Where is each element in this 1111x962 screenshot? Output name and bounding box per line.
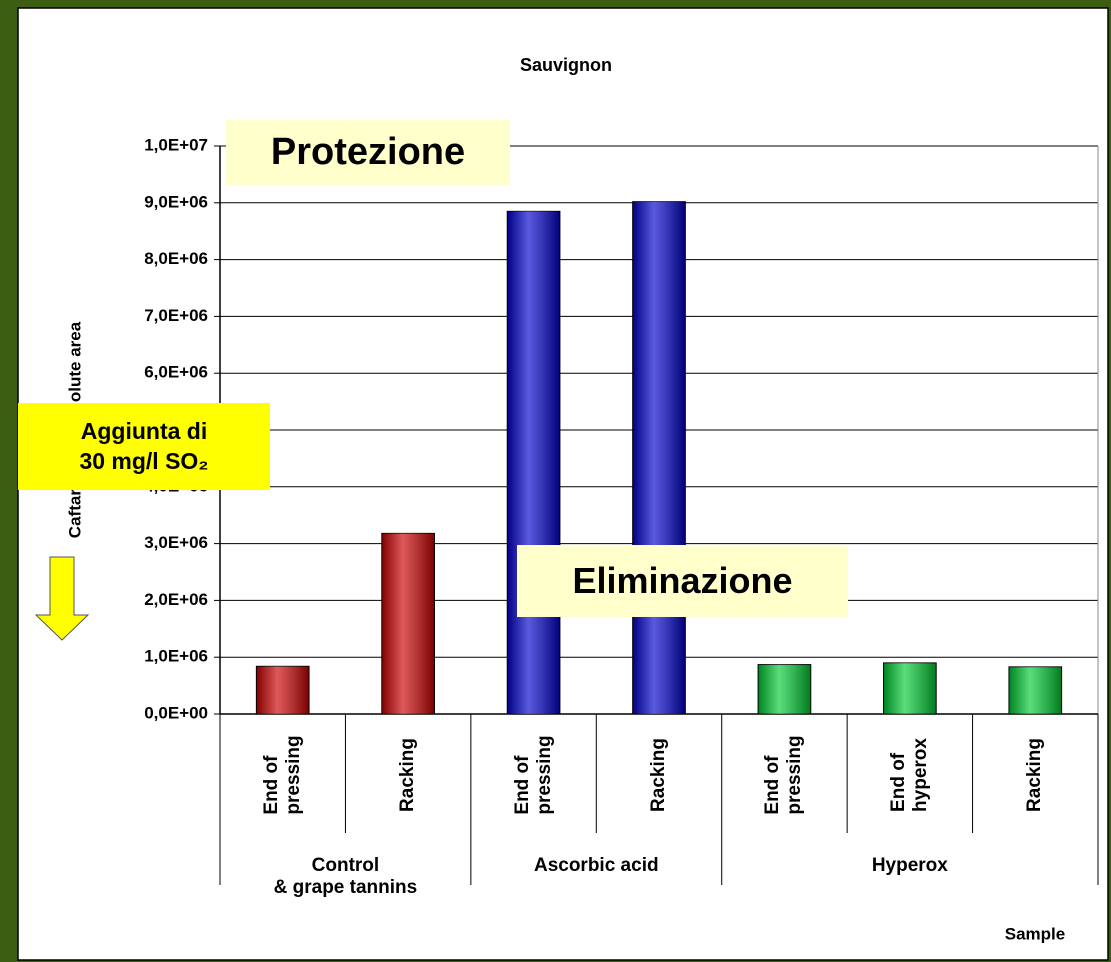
y-tick-label: 3,0E+06 xyxy=(144,533,208,552)
group-label: Control & grape tannins xyxy=(273,855,418,898)
arrow xyxy=(34,556,90,641)
y-tick-label: 7,0E+06 xyxy=(144,306,208,325)
bar-shine xyxy=(883,662,937,714)
bar-shine xyxy=(1008,666,1062,714)
annotation-box: Protezione xyxy=(226,120,510,185)
y-tick-label: 6,0E+06 xyxy=(144,363,208,382)
bar-shine xyxy=(256,666,310,714)
x-tick-label: Racking xyxy=(1024,738,1046,812)
x-axis-label: Sample xyxy=(1005,924,1065,943)
bar-shine xyxy=(507,211,560,714)
bar-shine xyxy=(758,664,811,714)
x-tick-label: End of pressing xyxy=(762,735,806,815)
y-tick-label: 1,0E+07 xyxy=(144,135,208,154)
group-label: Hyperox xyxy=(871,855,948,876)
y-tick-label: 8,0E+06 xyxy=(144,249,208,268)
y-tick-label: 1,0E+06 xyxy=(144,647,208,666)
chart-title: Sauvignon xyxy=(520,55,612,75)
annotation-box: Eliminazione xyxy=(517,545,848,617)
y-tick-label: 2,0E+06 xyxy=(144,590,208,609)
x-tick-label: End of pressing xyxy=(511,735,555,815)
x-tick-label: Racking xyxy=(397,738,419,812)
x-tick-label: End of hyperox xyxy=(888,738,931,812)
bar-shine xyxy=(632,201,686,714)
x-tick-label: End of pressing xyxy=(260,735,304,815)
y-tick-label: 0,0E+00 xyxy=(144,703,208,722)
group-label: Ascorbic acid xyxy=(533,855,659,876)
y-tick-label: 9,0E+06 xyxy=(144,192,208,211)
bar-shine xyxy=(381,533,435,714)
annotation-box: Aggiunta di 30 mg/l SO₂ xyxy=(18,403,270,490)
x-tick-label: Racking xyxy=(648,738,670,812)
